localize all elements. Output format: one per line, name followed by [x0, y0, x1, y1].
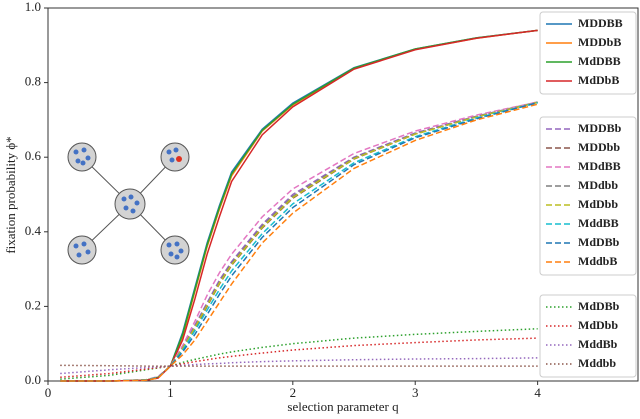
series-line [60, 101, 538, 382]
legend-label: MDDBb [578, 121, 622, 135]
x-tick-label: 4 [534, 385, 541, 400]
series-line [60, 364, 538, 367]
series-line [60, 101, 538, 382]
y-tick-label: 0.2 [25, 297, 41, 312]
series-line [60, 337, 538, 379]
legend: MDDBB MDDbB MdDBB MdDbB [539, 11, 637, 95]
legend-label: MdDbb [578, 318, 618, 332]
legend: MdDBb MdDbb MddBb Mddbb [539, 294, 637, 378]
legend-label: MDDbb [578, 140, 620, 154]
y-tick-label: 0.6 [25, 148, 42, 163]
x-tick-label: 0 [45, 385, 52, 400]
y-tick-label: 1.0 [25, 0, 41, 14]
x-tick-label: 3 [412, 385, 419, 400]
series-line [60, 357, 538, 375]
series-line [60, 101, 538, 382]
legend-label: MddbB [578, 254, 617, 268]
series-line [60, 102, 538, 382]
legend-label: MdDBB [578, 54, 621, 68]
x-tick-label: 1 [167, 385, 174, 400]
legend-label: Mddbb [578, 356, 616, 370]
series-line [60, 101, 538, 382]
y-axis-label: fixation probability ϕ* [3, 136, 18, 253]
legend-label: MDDBB [578, 16, 623, 30]
series-line [60, 102, 538, 382]
series-line [60, 103, 538, 382]
y-tick-label: 0.8 [25, 74, 41, 89]
x-tick-label: 2 [290, 385, 297, 400]
legend-label: MDdBB [578, 159, 621, 173]
legend-label: MDDbB [578, 35, 621, 49]
series-line [60, 328, 538, 380]
legend-box [539, 294, 637, 378]
legend-label: MddBB [578, 216, 619, 230]
x-axis-label: selection parameter q [287, 399, 399, 414]
legend-box [539, 11, 637, 95]
legend: MDDBb MDDbb MDdBB MDdbb MdDbb MddBB MdDBb MddbB [539, 116, 637, 276]
legend-label: MDdbb [578, 178, 618, 192]
legend-label: MddBb [578, 337, 618, 351]
legend-box [539, 116, 637, 276]
y-tick-label: 0.4 [25, 223, 42, 238]
legend-label: MdDbB [578, 73, 619, 87]
plot-frame [47, 7, 639, 382]
legend-label: MdDbb [578, 197, 618, 211]
legend-label: MdDBb [578, 299, 620, 313]
legend-label: MdDBb [578, 235, 620, 249]
series-line [60, 101, 538, 382]
network-inset [67, 142, 190, 265]
y-tick-label: 0.0 [25, 372, 41, 387]
